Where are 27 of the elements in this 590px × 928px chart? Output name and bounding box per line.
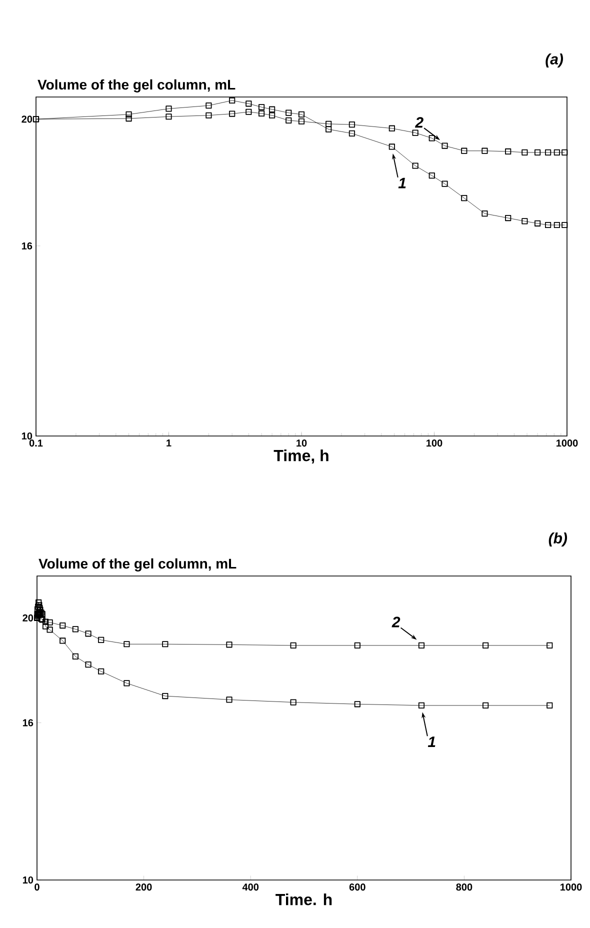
x-tick-label: 800 — [456, 884, 472, 891]
chart-title: (a) — [546, 53, 564, 68]
y-tick-label: 16 — [22, 242, 32, 250]
y-tick-label: 10 — [22, 876, 34, 884]
x-tick-label: 10 — [296, 440, 307, 447]
y-axis-title: Volume of the gel column, mL — [38, 79, 236, 92]
y-tick-label: 20 — [22, 614, 34, 622]
y-tick-label: 16 — [22, 719, 34, 726]
series-label: 2 — [414, 117, 424, 128]
y-axis-title: Volume of the gel column, mL — [38, 558, 236, 572]
x-tick-label: 600 — [349, 884, 366, 891]
legend-label: 1 — [398, 178, 406, 188]
x-tick-label: 0.1 — [29, 440, 43, 447]
x-axis-title: Time, h — [274, 449, 328, 464]
x-tick-label: 400 — [242, 884, 259, 891]
x-tick-label: 0 — [34, 884, 40, 891]
chart-title: (b) — [548, 532, 568, 546]
x-tick-label: 200 — [136, 884, 152, 891]
x-axis-title: Time. h — [276, 893, 332, 906]
x-tick-label: 100 — [426, 440, 442, 447]
y-tick-label: 20 — [22, 116, 32, 123]
x-tick-label: 1 — [166, 440, 172, 446]
x-tick-label: 1000 — [560, 884, 582, 891]
y-tick-label: 10 — [22, 432, 32, 440]
series-label: 2 — [392, 616, 400, 628]
x-tick-label: 1000 — [556, 440, 578, 447]
legend-label: 1 — [428, 736, 436, 747]
